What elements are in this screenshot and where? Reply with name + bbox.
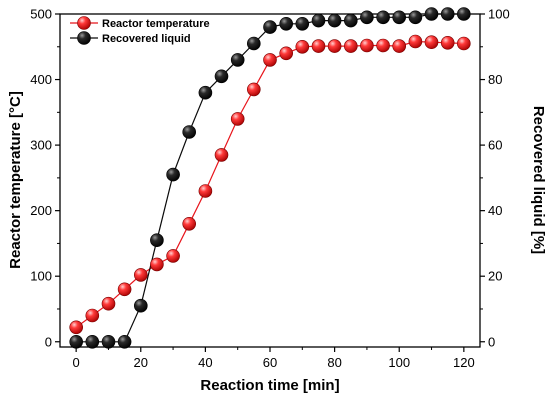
data-point-reactor-temperature (343, 39, 358, 53)
x-axis-title: Reaction time [min] (200, 377, 339, 394)
right-y-tick-label: 100 (488, 7, 510, 22)
data-point-reactor-temperature (392, 39, 407, 53)
legend-marker-reactor-temperature (77, 16, 91, 30)
data-point-recovered-liquid (69, 334, 83, 349)
right-y-axis-title: Recovered liquid [%] (530, 106, 547, 254)
data-point-reactor-temperature (198, 184, 213, 198)
x-tick-label: 0 (73, 355, 80, 370)
data-point-recovered-liquid (327, 13, 342, 28)
data-point-reactor-temperature (408, 34, 423, 49)
data-point-reactor-temperature (327, 39, 342, 53)
right-y-tick-label: 40 (488, 203, 502, 218)
data-point-recovered-liquid (230, 53, 245, 67)
data-point-recovered-liquid (198, 85, 213, 100)
left-y-axis: 0 100 200 300 400 500 (30, 7, 60, 349)
x-tick-label: 60 (263, 355, 277, 370)
x-axis: 0 20 40 60 80 100 120 (73, 347, 475, 370)
data-point-recovered-liquid (424, 7, 439, 21)
data-point-recovered-liquid (295, 16, 310, 31)
data-point-reactor-temperature (117, 282, 132, 297)
data-point-reactor-temperature (182, 217, 196, 231)
data-point-recovered-liquid (376, 10, 390, 25)
left-y-tick-label: 100 (30, 269, 52, 284)
data-point-recovered-liquid (182, 125, 196, 139)
right-y-tick-label: 60 (488, 138, 502, 153)
data-point-recovered-liquid (134, 298, 148, 313)
left-y-axis-title: Reactor temperature [°C] (7, 91, 24, 269)
left-y-tick-label: 400 (30, 72, 52, 87)
data-point-reactor-temperature (134, 268, 148, 282)
series-line-reactor-temperature (75, 40, 464, 328)
x-tick-label: 100 (388, 355, 410, 370)
data-point-recovered-liquid (311, 13, 326, 28)
x-tick-label: 20 (134, 355, 148, 370)
data-point-recovered-liquid (279, 16, 294, 31)
data-point-reactor-temperature (214, 148, 229, 162)
data-point-reactor-temperature (424, 35, 439, 50)
data-point-recovered-liquid (85, 334, 100, 349)
data-point-reactor-temperature (150, 257, 164, 272)
legend: Reactor temperature Recovered liquid (70, 16, 210, 45)
left-y-tick-label: 0 (45, 334, 52, 349)
data-point-recovered-liquid (214, 69, 229, 84)
data-point-reactor-temperature (456, 36, 471, 51)
data-point-recovered-liquid (247, 36, 261, 51)
data-point-recovered-liquid (166, 167, 180, 182)
data-point-recovered-liquid (101, 334, 116, 349)
data-point-reactor-temperature (85, 308, 100, 323)
data-point-reactor-temperature (376, 38, 390, 53)
data-point-reactor-temperature (263, 53, 277, 67)
right-y-tick-label: 20 (488, 269, 502, 284)
data-point-recovered-liquid (263, 20, 277, 34)
legend-label-recovered-liquid: Recovered liquid (102, 33, 191, 45)
data-point-recovered-liquid (117, 334, 132, 349)
data-point-recovered-liquid (440, 7, 455, 21)
data-point-recovered-liquid (150, 233, 164, 247)
x-tick-label: 40 (198, 355, 212, 370)
data-point-reactor-temperature (230, 112, 245, 126)
data-point-reactor-temperature (247, 82, 261, 97)
data-point-reactor-temperature (69, 320, 83, 335)
data-point-reactor-temperature (440, 35, 455, 50)
data-point-recovered-liquid (343, 13, 358, 28)
data-point-recovered-liquid (392, 10, 407, 25)
data-point-recovered-liquid (360, 10, 374, 25)
data-point-reactor-temperature (360, 38, 374, 53)
left-y-tick-label: 500 (30, 7, 52, 22)
data-point-reactor-temperature (101, 296, 116, 311)
x-tick-label: 120 (453, 355, 475, 370)
right-y-axis: 0 20 40 60 80 100 (480, 7, 510, 349)
right-y-tick-label: 0 (488, 334, 495, 349)
legend-label-reactor-temperature: Reactor temperature (102, 18, 210, 30)
series-layer (69, 7, 471, 349)
data-point-reactor-temperature (166, 249, 180, 263)
data-point-reactor-temperature (295, 39, 310, 54)
data-point-reactor-temperature (311, 39, 326, 53)
x-tick-label: 80 (327, 355, 341, 370)
data-point-recovered-liquid (408, 10, 423, 25)
right-y-tick-label: 80 (488, 72, 502, 87)
legend-marker-recovered-liquid (77, 31, 91, 45)
data-point-recovered-liquid (456, 7, 471, 21)
left-y-tick-label: 300 (30, 138, 52, 153)
data-point-reactor-temperature (279, 46, 294, 61)
left-y-tick-label: 200 (30, 203, 52, 218)
